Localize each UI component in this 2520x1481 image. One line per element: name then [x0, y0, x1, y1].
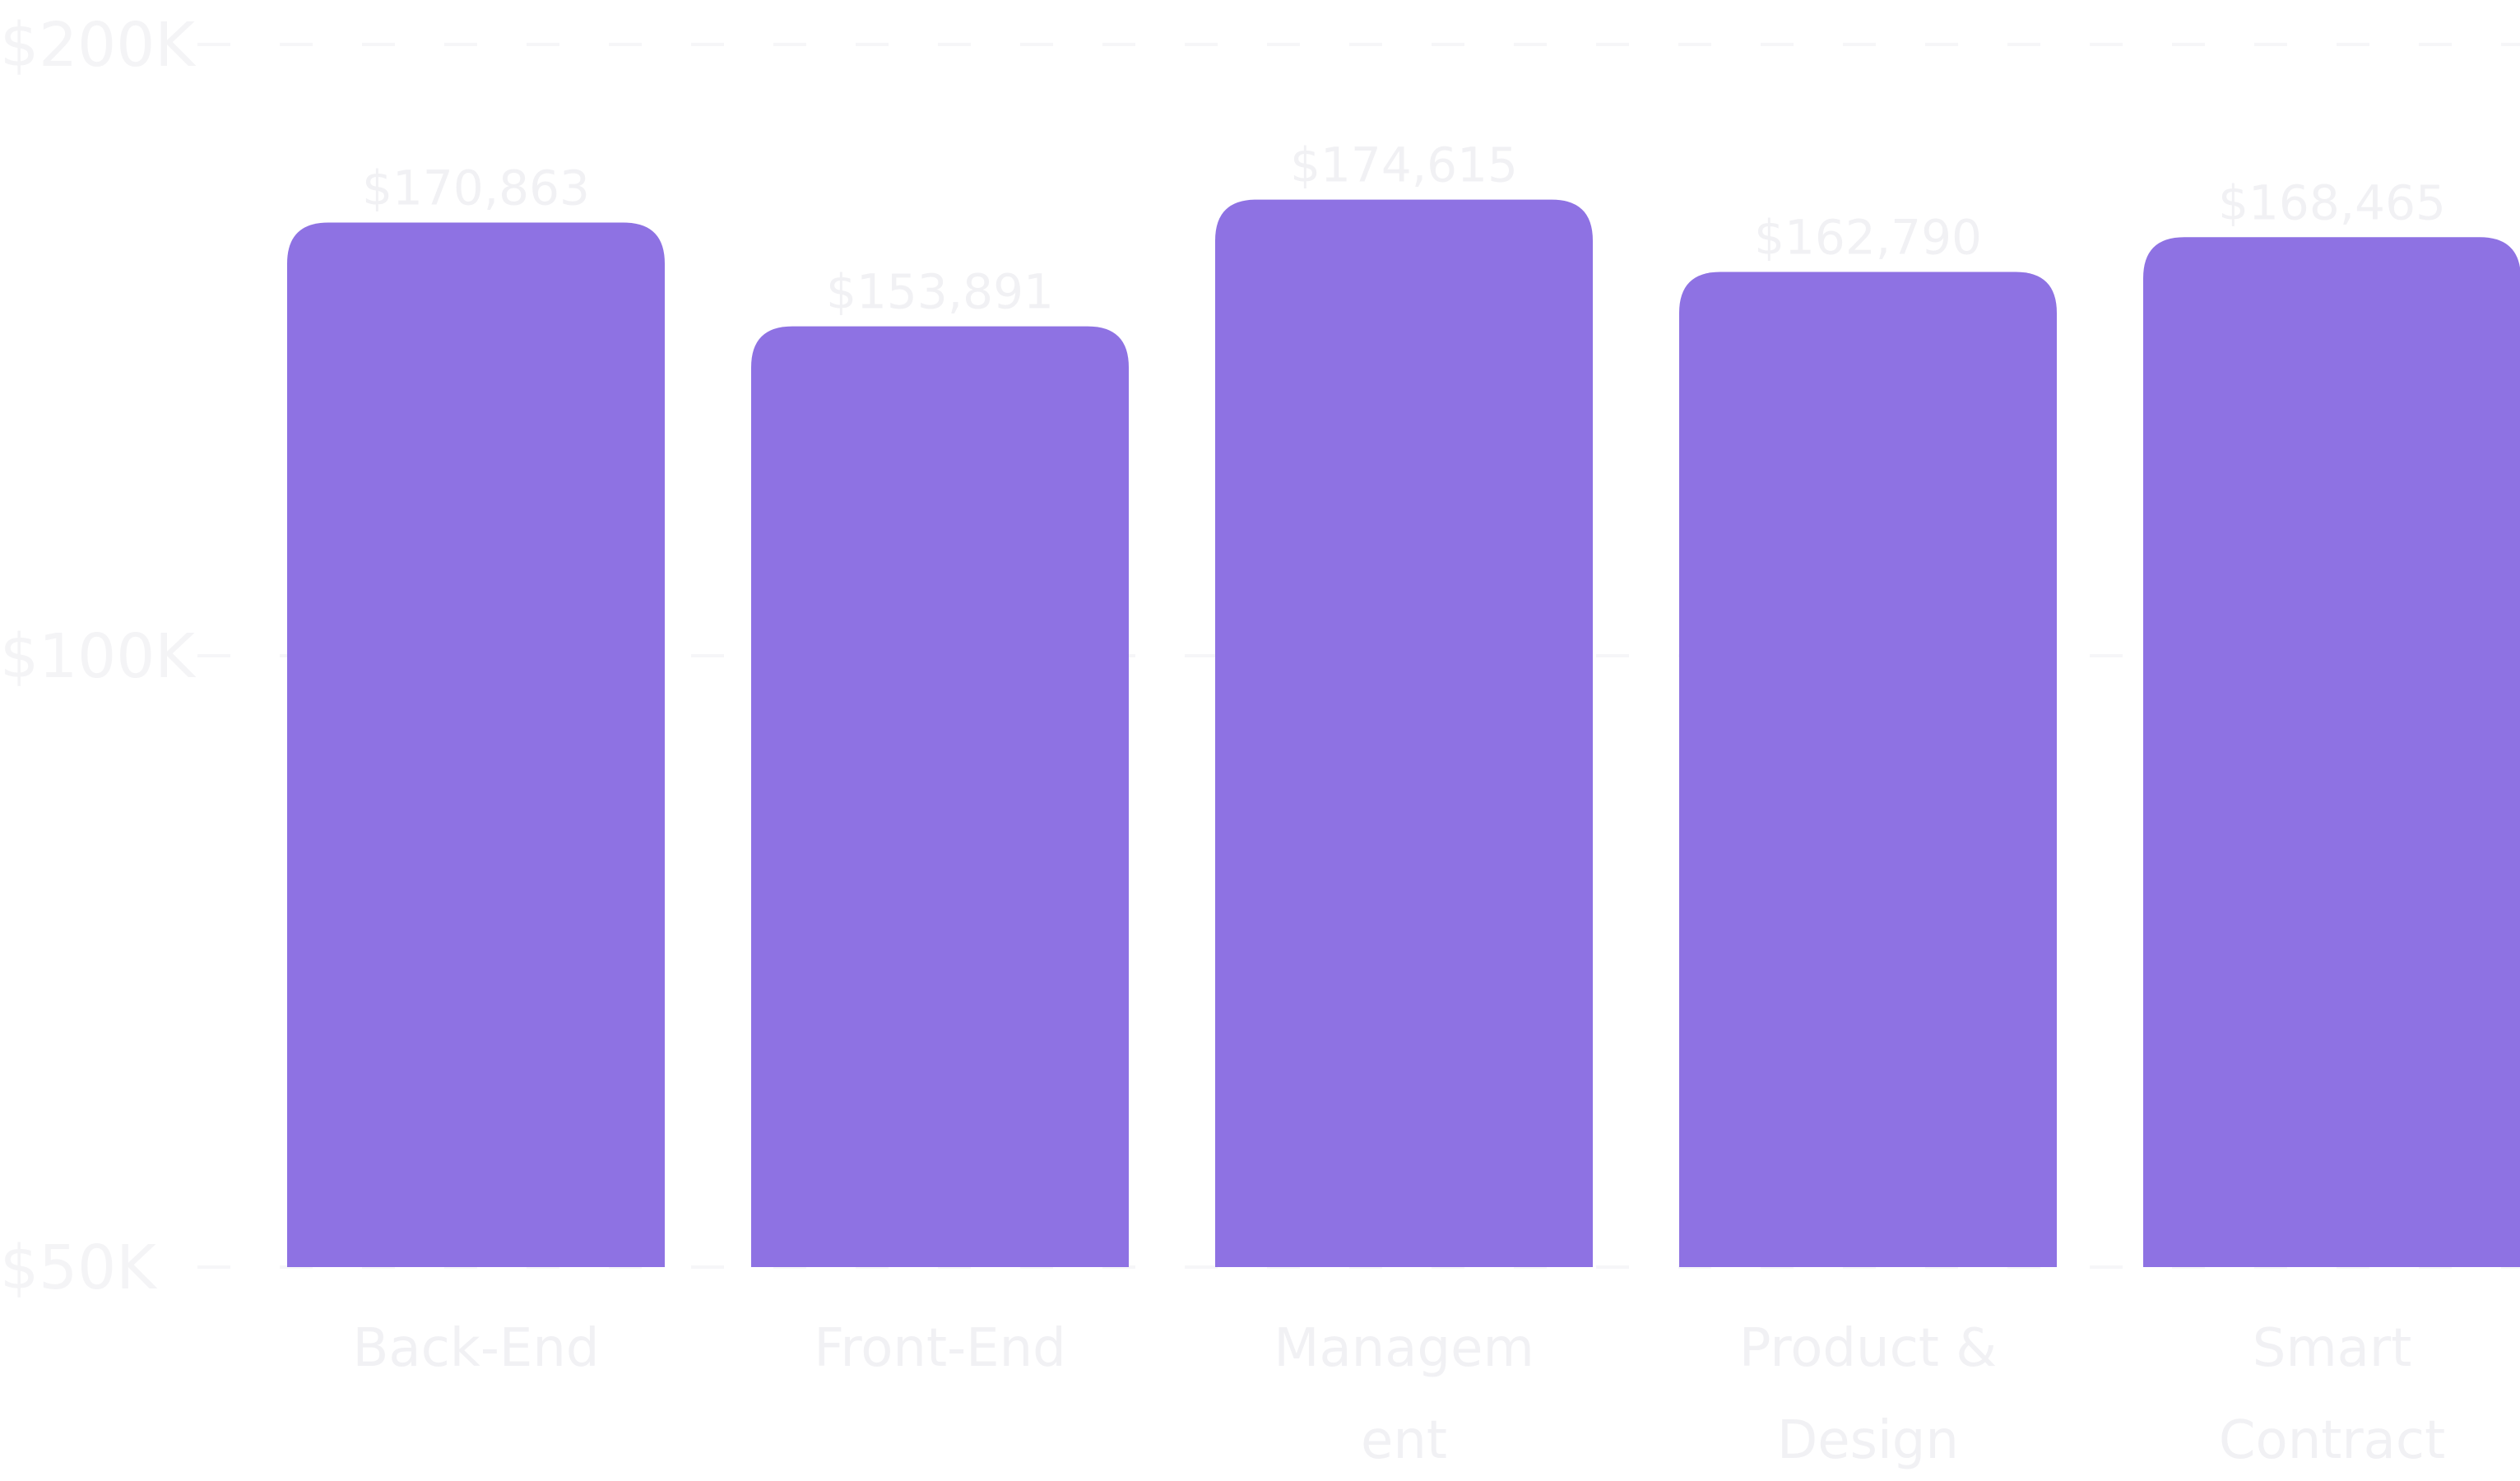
bar — [1679, 272, 2057, 1267]
bar-value-label: $168,465 — [2218, 174, 2446, 230]
y-tick-label: $50K — [0, 1233, 158, 1303]
bar-value-label: $170,863 — [362, 160, 590, 216]
bar-value-labels: $170,863 $153,891 $174,615 $162,790 $168,465 — [362, 137, 2446, 320]
y-axis-tick-labels: $200K $100K $50K — [0, 10, 197, 1303]
bar-value-label: $174,615 — [1290, 137, 1518, 193]
x-category-label: Contract — [2219, 1410, 2445, 1471]
bar-value-label: $153,891 — [826, 264, 1054, 320]
bar — [287, 222, 665, 1267]
x-category-label: Product & — [1739, 1318, 1997, 1379]
bar — [751, 326, 1129, 1268]
y-tick-label: $100K — [0, 621, 197, 692]
bar-value-label: $162,790 — [1754, 209, 1982, 265]
x-category-label: ent — [1361, 1410, 1447, 1471]
x-category-label: Design — [1777, 1410, 1959, 1471]
y-tick-label: $200K — [0, 10, 197, 81]
x-category-label: Front-End — [814, 1318, 1066, 1379]
x-category-label: Managem — [1274, 1318, 1534, 1379]
bar — [1215, 199, 1593, 1267]
bar — [2143, 237, 2520, 1267]
bars — [287, 199, 2520, 1268]
x-category-label: Back-End — [352, 1318, 599, 1379]
x-category-label: Smart — [2253, 1318, 2412, 1379]
x-axis-category-labels: Back-End Front-End Managem ent Product & Desi… — [352, 1318, 2445, 1471]
